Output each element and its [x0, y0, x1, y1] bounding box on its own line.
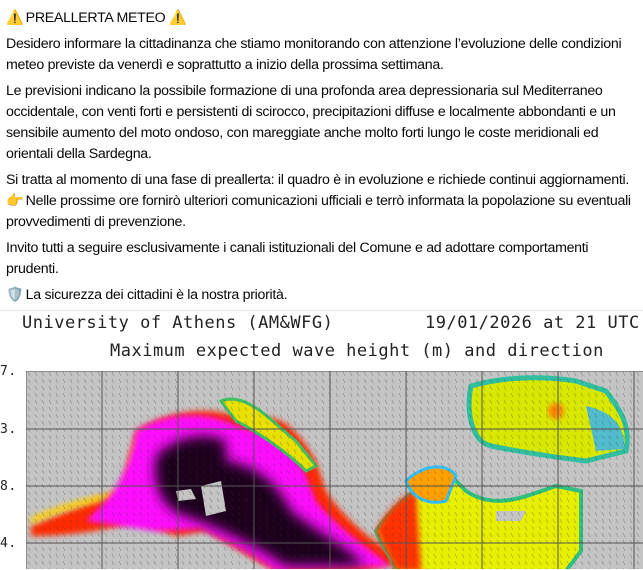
post-paragraph: Le previsioni indicano la possibile form…: [6, 83, 616, 162]
post-paragraph: Desidero informare la cittadinanza che s…: [6, 36, 622, 73]
post-paragraph: Invito tutti a seguire esclusivamente i …: [6, 240, 589, 277]
closing-text: La sicurezza dei cittadini è la nostra p…: [25, 287, 288, 303]
post-title: ⚠️ PREALLERTA METEO ⚠️: [6, 8, 638, 29]
post-body: ⚠️ PREALLERTA METEO ⚠️ Desidero informar…: [6, 8, 638, 306]
map-datetime: 19/01/2026 at 21 UTC: [425, 313, 640, 333]
post-paragraph: 👉 Nelle prossime ore fornirò ulteriori c…: [6, 191, 638, 233]
post-title-text: PREALLERTA METEO: [25, 10, 166, 26]
shield-icon: 🛡️: [6, 287, 24, 303]
map-source: University of Athens (AM&WFG): [22, 313, 334, 333]
post-closing: 🛡️ La sicurezza dei cittadini è la nostr…: [6, 285, 638, 306]
pointing-hand-icon: 👉: [6, 193, 24, 209]
wave-map: [26, 371, 643, 569]
lat-label: 8.: [0, 479, 17, 494]
post-paragraph: Si tratta al momento di una fase di prea…: [6, 172, 629, 188]
pointer-text: Nelle prossime ore fornirò ulteriori com…: [6, 193, 631, 230]
lat-label: 3.: [0, 422, 17, 437]
warning-icon: ⚠️: [6, 10, 24, 26]
lat-label: 4.: [0, 536, 17, 551]
post-image[interactable]: University of Athens (AM&WFG) 19/01/2026…: [0, 310, 643, 569]
warning-icon: ⚠️: [169, 10, 187, 26]
map-grid: [26, 371, 643, 569]
map-title: Maximum expected wave height (m) and dir…: [110, 341, 604, 361]
lat-label: 7.: [0, 364, 17, 379]
